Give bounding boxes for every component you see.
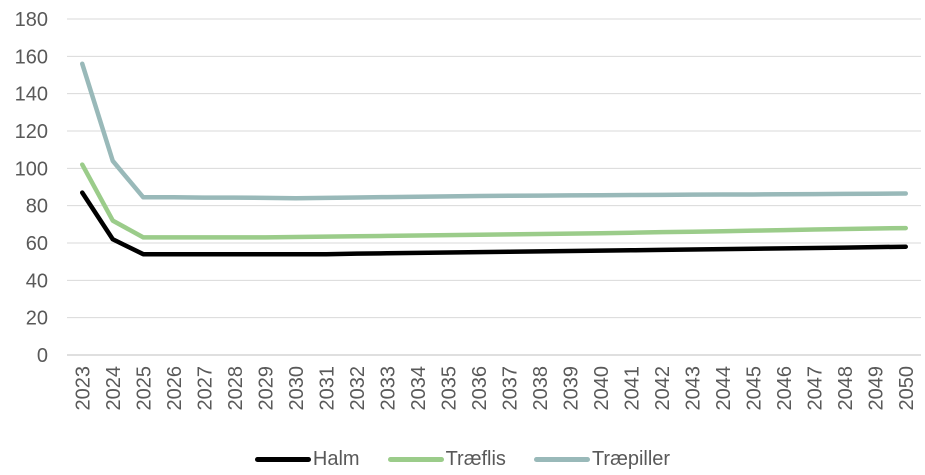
- x-tick-label: 2026: [164, 366, 186, 411]
- x-tick-label: 2049: [865, 366, 887, 411]
- legend-item: Træflis: [388, 448, 506, 471]
- x-tick-label: 2045: [743, 366, 765, 411]
- x-tick-label: 2047: [804, 366, 826, 411]
- series-line-tr-flis: [82, 165, 906, 238]
- x-tick-label: 2023: [72, 366, 94, 411]
- legend-item: Træpiller: [534, 448, 670, 471]
- x-tick-label: 2040: [591, 366, 613, 411]
- y-tick-label: 120: [15, 121, 48, 143]
- y-tick-label: 180: [15, 9, 48, 31]
- x-tick-label: 2036: [469, 366, 491, 411]
- legend-swatch: [255, 457, 311, 462]
- x-tick-label: 2034: [408, 366, 430, 411]
- x-tick-label: 2027: [194, 366, 216, 411]
- x-tick-label: 2032: [347, 366, 369, 411]
- legend-swatch: [388, 457, 444, 462]
- x-tick-label: 2041: [621, 366, 643, 411]
- legend-label: Halm: [313, 448, 360, 471]
- x-tick-label: 2030: [286, 366, 308, 411]
- x-tick-label: 2037: [499, 366, 521, 411]
- x-tick-label: 2042: [652, 366, 674, 411]
- x-tick-label: 2029: [255, 366, 277, 411]
- y-axis-ticks: 0 20 40 60 80 100 120 140 160 180: [15, 9, 48, 367]
- x-tick-label: 2044: [713, 366, 735, 411]
- series-line-halm: [82, 193, 906, 255]
- x-tick-label: 2039: [560, 366, 582, 411]
- x-tick-label: 2033: [377, 366, 399, 411]
- legend: Halm Træflis Træpiller: [0, 448, 925, 471]
- gridlines: [67, 19, 921, 355]
- x-tick-label: 2043: [682, 366, 704, 411]
- x-tick-label: 2028: [225, 366, 247, 411]
- y-tick-label: 60: [26, 233, 48, 255]
- x-tick-label: 2025: [133, 366, 155, 411]
- x-axis-ticks: 2023 2024 2025 2026 2027 2028 2029 2030 2031 2032…: [72, 366, 918, 411]
- x-tick-label: 2038: [530, 366, 552, 411]
- x-tick-label: 2035: [438, 366, 460, 411]
- x-tick-label: 2048: [835, 366, 857, 411]
- y-tick-label: 80: [26, 196, 48, 218]
- x-tick-label: 2031: [316, 366, 338, 411]
- legend-swatch: [534, 457, 590, 462]
- y-tick-label: 20: [26, 308, 48, 330]
- y-tick-label: 0: [37, 345, 48, 367]
- y-tick-label: 40: [26, 270, 48, 292]
- series-lines: [82, 64, 906, 254]
- x-tick-label: 2050: [896, 366, 918, 411]
- y-tick-label: 160: [15, 46, 48, 68]
- y-tick-label: 140: [15, 84, 48, 106]
- x-tick-label: 2024: [103, 366, 125, 411]
- x-tick-label: 2046: [774, 366, 796, 411]
- legend-label: Træpiller: [592, 448, 670, 471]
- legend-item: Halm: [255, 448, 360, 471]
- y-tick-label: 100: [15, 158, 48, 180]
- legend-label: Træflis: [446, 448, 506, 471]
